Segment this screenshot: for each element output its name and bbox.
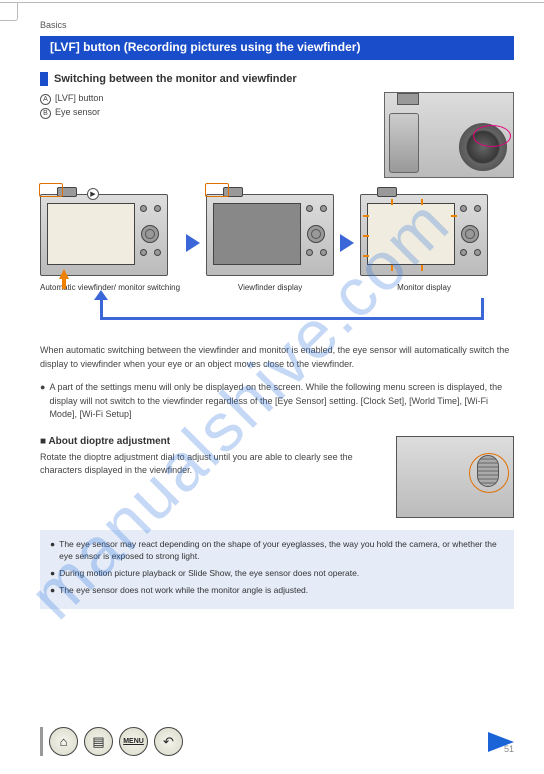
dioptre-body: Rotate the dioptre adjustment dial to ad…	[40, 451, 386, 478]
breadcrumb: Basics	[40, 20, 514, 30]
dioptre-title: ■ About dioptre adjustment	[40, 436, 386, 447]
menu-button[interactable]: MENU	[119, 727, 148, 756]
bullet-settings-note: ● A part of the settings menu will only …	[40, 381, 514, 422]
camera-mode2-illustration	[206, 194, 334, 276]
callout-a-label: A	[40, 94, 51, 105]
annotation-b-text: Eye sensor	[55, 107, 100, 117]
note-2: During motion picture playback or Slide …	[59, 567, 359, 580]
mode1-label: Automatic viewfinder/ monitor switching	[40, 283, 180, 292]
camera-mode1-illustration: ▶	[40, 194, 168, 276]
page-number: 51	[504, 744, 514, 754]
dioptre-illustration	[396, 436, 514, 518]
annotation-a-text: [LVF] button	[55, 93, 103, 103]
back-button[interactable]: ↶	[154, 727, 183, 756]
cycle-arrow-icon	[186, 234, 200, 252]
list-button[interactable]: ▤	[84, 727, 113, 756]
mode3-label: Monitor display	[360, 283, 488, 292]
cycle-loop-arrow	[100, 298, 484, 326]
paragraph-auto-switch: When automatic switching between the vie…	[40, 344, 514, 371]
cycle-arrow-icon	[340, 234, 354, 252]
section-header-bar: [LVF] button (Recording pictures using t…	[40, 36, 514, 60]
annotation-list: A [LVF] button B Eye sensor	[40, 92, 376, 178]
subheader-text: Switching between the monitor and viewfi…	[54, 73, 297, 85]
subheader-marker	[40, 72, 48, 86]
note-3: The eye sensor does not work while the m…	[59, 584, 308, 597]
notes-box: ●The eye sensor may react depending on t…	[40, 530, 514, 609]
note-1: The eye sensor may react depending on th…	[59, 538, 504, 564]
camera-top-illustration	[384, 92, 514, 178]
mode-cycle-row: ▶ Automatic viewfinder/ monitor switchin…	[40, 194, 514, 292]
mode2-label: Viewfinder display	[206, 283, 334, 292]
camera-mode3-illustration	[360, 194, 488, 276]
callout-b-label: B	[40, 108, 51, 119]
home-button[interactable]: ⌂	[49, 727, 78, 756]
